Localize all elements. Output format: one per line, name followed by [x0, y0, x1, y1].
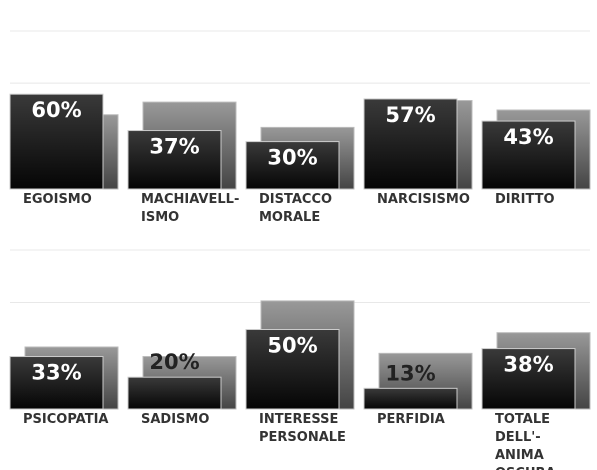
value-label: 43%: [503, 125, 553, 149]
front-bar: [481, 348, 576, 410]
front-bar: [363, 387, 458, 410]
value-label: 38%: [503, 353, 553, 377]
category-label: NARCISISMO: [377, 192, 470, 207]
front-bar: [127, 376, 222, 410]
value-label: 37%: [149, 135, 199, 159]
front-bar: [9, 93, 104, 190]
value-label: 57%: [385, 103, 435, 127]
front-bar: [481, 120, 576, 190]
category-label: INTERESSE PERSONALE: [259, 412, 346, 445]
value-label: 33%: [31, 361, 81, 385]
value-label: 13%: [385, 361, 435, 385]
category-label: MACHIAVELL- ISMO: [141, 192, 240, 225]
front-bar: [245, 141, 340, 190]
category-label: PERFIDIA: [377, 412, 445, 427]
value-label: 20%: [149, 350, 199, 374]
category-label: TOTALE DELL'- ANIMA OSCURA: [495, 412, 556, 470]
value-label: 60%: [31, 98, 81, 122]
category-label: PSICOPATIA: [23, 412, 109, 427]
category-label: EGOISMO: [23, 192, 92, 207]
value-label: 30%: [267, 146, 317, 170]
front-bar: [9, 356, 104, 410]
category-label: SADISMO: [141, 412, 210, 427]
front-bar: [245, 329, 340, 410]
front-bar: [127, 130, 222, 190]
value-label: 50%: [267, 334, 317, 358]
category-label: DIRITTO: [495, 192, 555, 207]
category-label: DISTACCO MORALE: [259, 192, 333, 225]
front-bar: [363, 98, 458, 190]
